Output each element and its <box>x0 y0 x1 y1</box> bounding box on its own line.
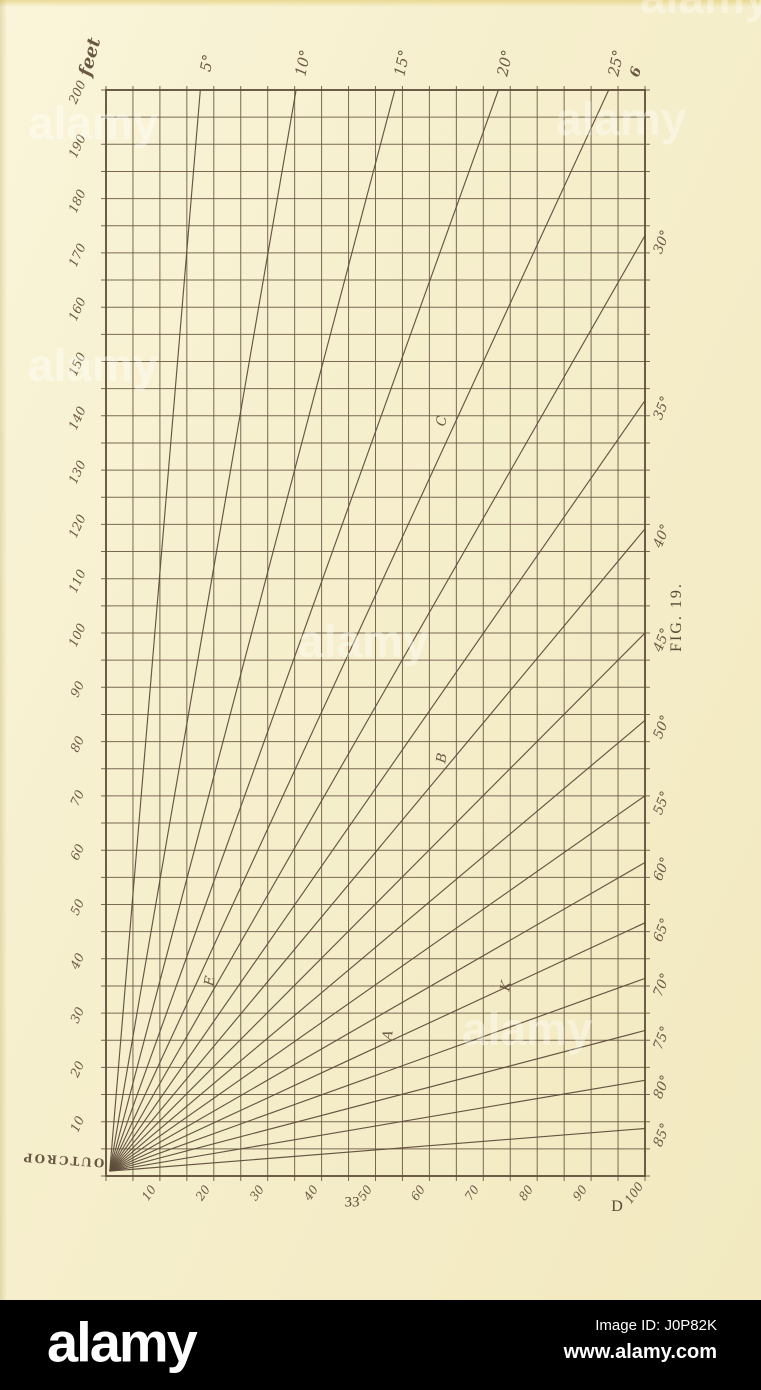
watermark-tile-4: alamy <box>298 615 429 667</box>
watermark-tile-3: alamy <box>28 339 159 391</box>
watermark-tile-2: alamy <box>28 97 159 149</box>
signature-mark: D <box>611 1198 623 1215</box>
paper-background <box>0 0 761 1300</box>
watermark-bar: alamy Image ID: J0P82K www.alamy.com <box>0 1300 761 1390</box>
watermark-tile-1: alamy <box>640 0 761 24</box>
line-letter-E: E <box>201 974 219 987</box>
figure-caption: FIG. 19. <box>668 582 685 652</box>
watermark-meta: Image ID: J0P82K www.alamy.com <box>564 1317 717 1364</box>
image-id-text: Image ID: J0P82K <box>595 1317 717 1334</box>
watermark-tile-5: alamy <box>462 1003 593 1055</box>
watermark-tile-0: alamy <box>556 93 687 145</box>
alamy-logo: alamy <box>47 1310 198 1374</box>
page-number: 33 <box>344 1194 360 1211</box>
alamy-url-text: www.alamy.com <box>563 1341 717 1363</box>
